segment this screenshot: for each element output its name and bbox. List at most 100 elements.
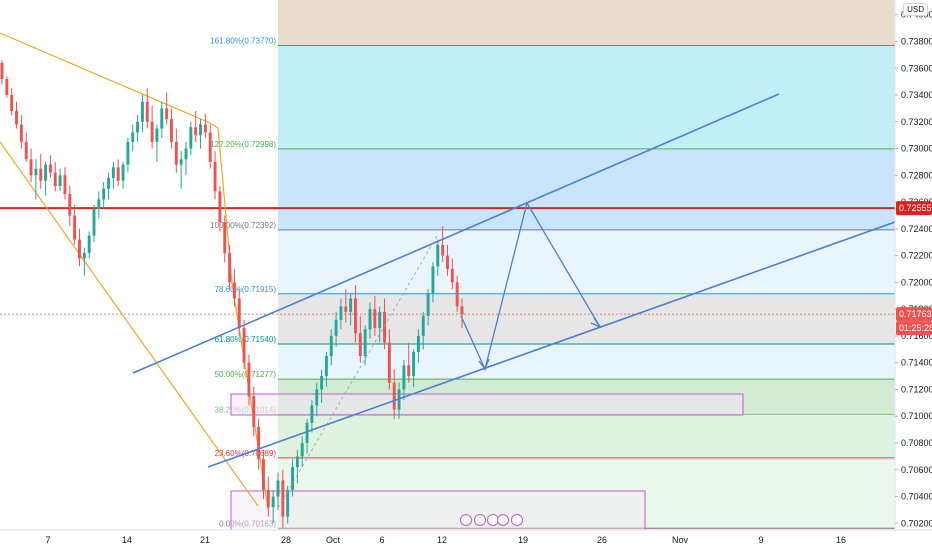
candle-body (92, 208, 96, 236)
x-tick-label: 12 (437, 535, 447, 545)
x-tick-label: Nov (672, 535, 689, 545)
fib-zone (278, 148, 895, 230)
candle-body (165, 108, 169, 120)
candle-body (421, 315, 425, 336)
fib-zone (278, 343, 895, 380)
candle-body (208, 132, 212, 162)
candle-body (387, 342, 391, 383)
x-tick-label: 28 (281, 535, 291, 545)
candle-body (0, 62, 4, 79)
candle-body (426, 293, 430, 316)
y-tick-label: 0.72800 (901, 170, 932, 180)
candle-body (237, 298, 241, 328)
candle-body (203, 124, 207, 133)
y-tick-label: 0.71000 (901, 411, 932, 421)
candle-body (436, 244, 440, 267)
arrow-head (478, 358, 490, 371)
candle-body (44, 164, 48, 181)
candle-body (102, 188, 106, 200)
fib-level-label: 100.00%(0.72392) (210, 221, 276, 230)
candle-body (126, 141, 130, 165)
candle-body (378, 311, 382, 328)
candle-body (29, 159, 33, 176)
candle-body (291, 467, 294, 490)
candle-body (179, 159, 183, 165)
candle-body (334, 319, 338, 336)
candle-body (257, 426, 261, 460)
demand-zone-box (230, 393, 744, 416)
candle-body (68, 194, 72, 216)
candle-body (15, 111, 18, 125)
arrow-head (590, 317, 602, 329)
y-tick-label: 0.71400 (901, 358, 932, 368)
candle-body (73, 215, 77, 240)
candle-body (97, 199, 101, 209)
candle-body (446, 255, 449, 270)
time-axis-background (0, 530, 932, 550)
candle-body (232, 282, 236, 299)
candle-body (450, 269, 454, 283)
candle-body (402, 365, 406, 390)
candle-body (358, 333, 362, 357)
candle-body (339, 306, 343, 320)
candle-body (150, 121, 154, 142)
fib-zone (278, 45, 895, 149)
price-axis-background (895, 0, 932, 550)
resistance-price-label: 0.72555 (899, 203, 932, 213)
candle-body (213, 161, 217, 192)
fib-anchor-line (277, 235, 438, 509)
y-tick-label: 0.73600 (901, 63, 932, 73)
y-tick-label: 0.71200 (901, 384, 932, 394)
candle-body (174, 141, 178, 165)
candle-body (363, 329, 367, 357)
candle-body (189, 127, 193, 149)
candle-body (324, 356, 328, 377)
event-marker-icon (487, 514, 499, 526)
candle-body (344, 306, 348, 312)
wedge-line-upper (0, 32, 269, 510)
candle-body (145, 101, 149, 122)
candle-body (460, 306, 464, 315)
candle-body (223, 222, 227, 253)
candle-body (329, 335, 333, 357)
candle-body (111, 167, 115, 179)
candle-body (48, 164, 52, 173)
candle-body (276, 480, 280, 497)
candle-body (368, 309, 372, 330)
y-tick-label: 0.70800 (901, 438, 932, 448)
candle-body (63, 175, 67, 195)
candle-body (78, 239, 81, 259)
candle-body (228, 252, 232, 283)
candle-body (5, 78, 9, 96)
candle-body (39, 168, 43, 181)
wedge-line-lower (0, 141, 259, 507)
y-tick-label: 0.72200 (901, 251, 932, 261)
y-tick-label: 0.72000 (901, 277, 932, 287)
channel-lower-line (207, 221, 896, 468)
candle-body (53, 172, 57, 187)
x-tick-label: Oct (326, 535, 341, 545)
candle-body (349, 298, 353, 312)
candle-body (170, 119, 173, 142)
candle-body (107, 178, 110, 189)
candle-body (262, 459, 265, 490)
candle-body (58, 175, 62, 187)
candle-body (416, 335, 420, 352)
x-tick-label: 6 (379, 535, 384, 545)
candle-body (194, 127, 198, 136)
candle-body (82, 252, 86, 259)
event-marker-icon (511, 514, 523, 526)
y-tick-label: 0.73800 (901, 36, 932, 46)
x-tick-label: 16 (836, 535, 846, 545)
candle-body (310, 405, 314, 423)
x-tick-label: 9 (758, 535, 763, 545)
y-tick-label: 0.73400 (901, 90, 932, 100)
y-tick-label: 0.73200 (901, 117, 932, 127)
candle-body (155, 128, 159, 142)
candle-body (140, 101, 144, 122)
x-tick-label: 14 (122, 535, 132, 545)
fib-level-label: 161.80%(0.73770) (210, 37, 276, 46)
candle-body (300, 443, 304, 457)
